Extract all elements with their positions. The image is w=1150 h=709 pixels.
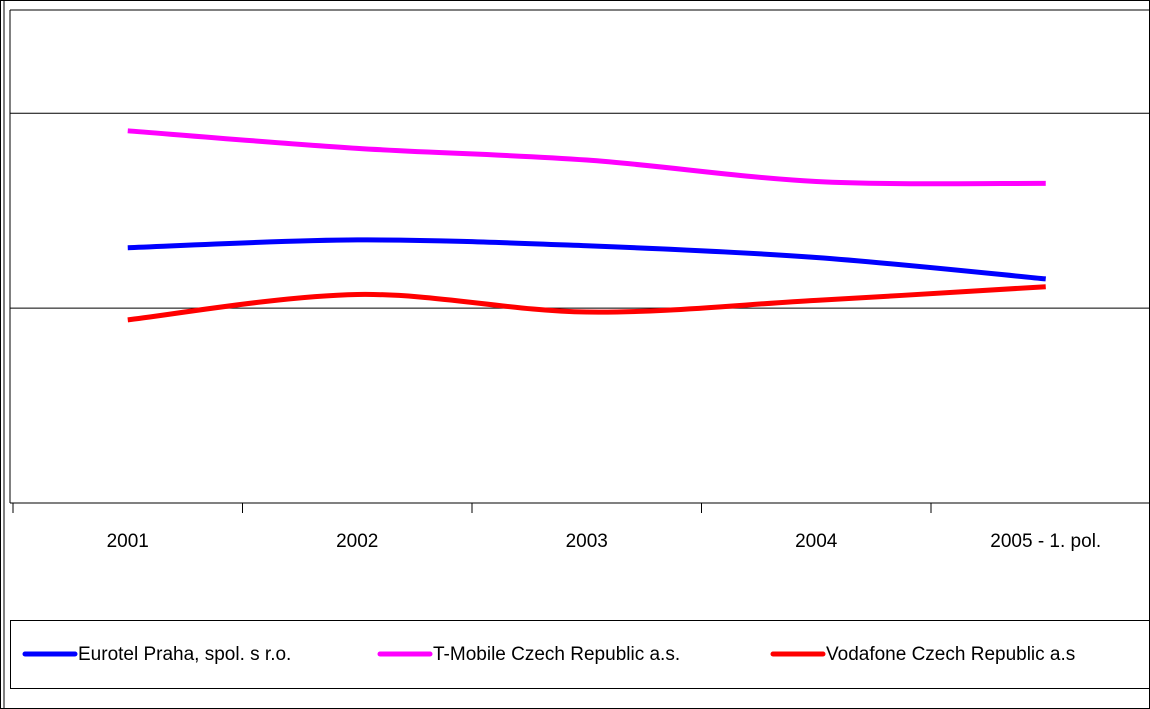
x-tick-label: 2001 (107, 531, 149, 552)
legend-label: Eurotel Praha, spol. s r.o. (78, 644, 291, 665)
x-tick-label: 2002 (336, 531, 378, 552)
x-tick-label: 2003 (566, 531, 608, 552)
series-line (127, 284, 1046, 323)
x-tick-label: 2005 - 1. pol. (990, 531, 1101, 552)
legend-label: T-Mobile Czech Republic a.s. (433, 644, 680, 665)
series-line (127, 128, 1046, 187)
x-tick-label: 2004 (795, 531, 838, 552)
legend-label: Vodafone Czech Republic a.s (826, 644, 1075, 665)
legend-box (10, 620, 1150, 689)
series-line (127, 237, 1046, 282)
